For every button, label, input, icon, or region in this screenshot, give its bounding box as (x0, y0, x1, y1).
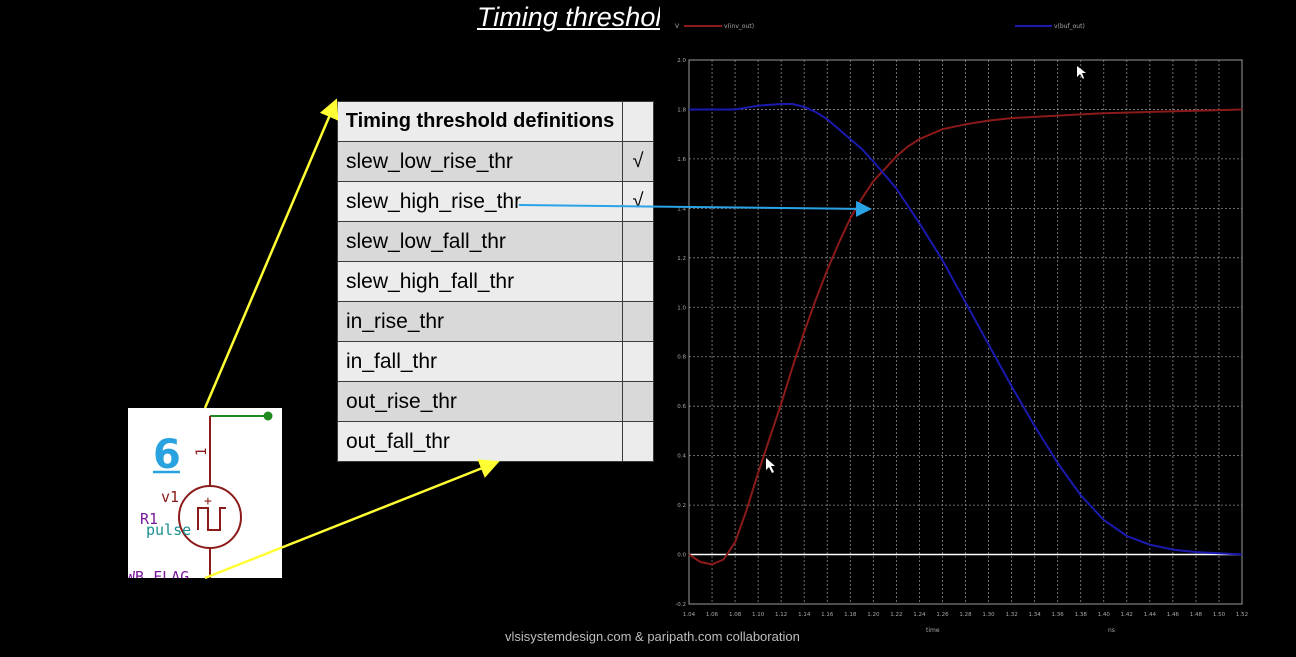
mouse-cursor-icon (1077, 66, 1086, 79)
threshold-check: √ (622, 141, 654, 182)
x-tick-label: 1.38 (1075, 612, 1088, 618)
table-header-row: Timing threshold definitions (337, 101, 654, 142)
table-row: slew_high_fall_thr (337, 261, 654, 302)
y-tick-label: 1.8 (677, 107, 686, 113)
x-tick-label: 1.48 (1190, 612, 1203, 618)
x-tick-label: 1.34 (1029, 612, 1042, 618)
x-tick-label: 1.32 (1005, 612, 1017, 618)
series-line-buf-out (689, 103, 1243, 556)
yellow-arrow-upper (203, 98, 339, 409)
source-name: v1 (161, 488, 179, 506)
x-tick-label: 1.12 (775, 612, 787, 618)
x-tick-label: 1.52 (1236, 612, 1248, 618)
y-tick-label: 1.6 (677, 157, 686, 163)
circuit-schematic: 6 1 v1 + R1 pulse WB_FLAG (128, 408, 282, 578)
threshold-check (622, 261, 654, 302)
y-tick-label: 1.2 (677, 256, 686, 262)
x-tick-label: 1.22 (890, 612, 902, 618)
table-row: out_fall_thr (337, 421, 654, 462)
y-tick-label: 0.0 (677, 553, 686, 559)
x-tick-label: 1.08 (729, 612, 742, 618)
x-tick-label: 1.24 (913, 612, 926, 618)
threshold-check (622, 301, 654, 342)
threshold-check (622, 381, 654, 422)
source-type: pulse (146, 521, 191, 539)
threshold-table: Timing threshold definitions slew_low_ri… (337, 101, 654, 462)
threshold-check (622, 341, 654, 382)
plus-sign: + (204, 494, 212, 509)
x-tick-label: 1.42 (1121, 612, 1133, 618)
threshold-name: in_fall_thr (337, 341, 623, 382)
table-row: out_rise_thr (337, 381, 654, 422)
mouse-cursor-icon (766, 458, 775, 473)
legend-label-inv-out: v(inv_out) (724, 23, 754, 30)
y-axis-marker: V (675, 23, 680, 30)
x-axis-unit: ns (1108, 627, 1115, 634)
x-tick-label: 1.04 (683, 612, 696, 618)
table-row: in_rise_thr (337, 301, 654, 342)
waveform-chart: -0.2 0.0 0.2 0.4 0.6 0.8 1.0 1.2 1.4 1.6 1.8 2.0 1.… (660, 0, 1250, 645)
x-tick-label: 1.28 (959, 612, 972, 618)
table-header-check (622, 101, 654, 142)
x-tick-label: 1.20 (867, 612, 880, 618)
net-node (263, 411, 273, 421)
threshold-check: √ (622, 181, 654, 222)
x-tick-label: 1.46 (1167, 612, 1180, 618)
flag-label: WB_FLAG (128, 568, 189, 578)
x-tick-label: 1.30 (982, 612, 995, 618)
x-tick-label: 1.14 (798, 612, 811, 618)
table-row: slew_low_fall_thr (337, 221, 654, 262)
y-tick-label: 0.8 (677, 355, 686, 361)
plot-frame (688, 59, 1243, 605)
threshold-name: slew_high_fall_thr (337, 261, 623, 302)
pulse-waveform-icon (197, 507, 226, 531)
legend-label-buf-out: v(buf_out) (1054, 23, 1085, 30)
y-tick-label: 0.4 (677, 454, 686, 460)
x-tick-labels: 1.04 1.06 1.08 1.10 1.12 1.14 1.16 1.18 1.20 1.22… (683, 612, 1248, 618)
y-tick-labels: -0.2 0.0 0.2 0.4 0.6 0.8 1.0 1.2 1.4 1.6 1.8 2.0 (675, 58, 686, 608)
x-tick-label: 1.18 (844, 612, 857, 618)
threshold-check (622, 421, 654, 462)
threshold-name: slew_high_rise_thr (337, 181, 623, 222)
x-axis-label: time (926, 627, 940, 634)
slide-number: 6 (153, 432, 181, 478)
table-row: in_fall_thr (337, 341, 654, 382)
x-tick-label: 1.40 (1098, 612, 1111, 618)
pin-label: 1 (194, 448, 210, 456)
threshold-name: in_rise_thr (337, 301, 623, 342)
x-tick-label: 1.26 (936, 612, 949, 618)
component-name: R1 (140, 510, 158, 528)
threshold-name: slew_low_fall_thr (337, 221, 623, 262)
y-tick-label: -0.2 (675, 602, 686, 608)
threshold-name: out_fall_thr (337, 421, 623, 462)
series-line-inv-out (688, 108, 1243, 566)
table-header: Timing threshold definitions (337, 101, 623, 142)
table-row: slew_low_rise_thr √ (337, 141, 654, 182)
circuit-svg: 6 1 v1 + R1 pulse WB_FLAG (128, 411, 273, 578)
y-tick-label: 0.2 (677, 503, 686, 509)
y-tick-label: 1.4 (677, 206, 686, 212)
x-tick-label: 1.10 (752, 612, 765, 618)
footer-credit: vlsisystemdesign.com & paripath.com coll… (505, 629, 800, 644)
chart-background (660, 0, 1250, 645)
threshold-name: slew_low_rise_thr (337, 141, 623, 182)
x-tick-label: 1.06 (706, 612, 719, 618)
y-tick-label: 0.6 (677, 404, 686, 410)
y-tick-label: 1.0 (677, 305, 686, 311)
x-tick-label: 1.50 (1213, 612, 1226, 618)
x-tick-label: 1.16 (821, 612, 834, 618)
y-tick-label: 2.0 (677, 58, 686, 64)
x-tick-label: 1.44 (1144, 612, 1157, 618)
threshold-check (622, 221, 654, 262)
x-tick-label: 1.36 (1052, 612, 1065, 618)
table-row: slew_high_rise_thr √ (337, 181, 654, 222)
threshold-name: out_rise_thr (337, 381, 623, 422)
